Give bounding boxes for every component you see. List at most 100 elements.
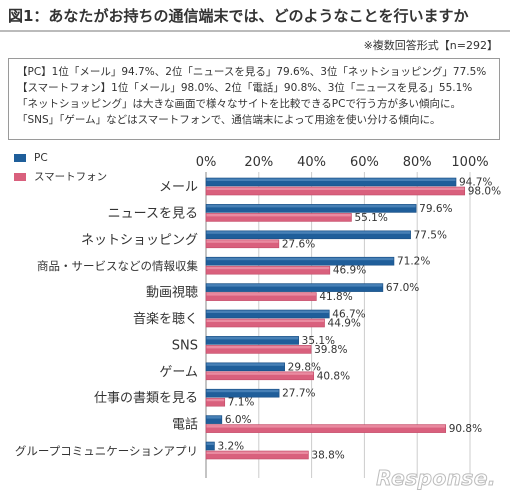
summary-line: 【PC】1位「メール」94.7%、2位「ニュースを見る」79.6%、3位「ネット… — [17, 66, 487, 78]
title-underline — [0, 30, 510, 32]
bar-pc — [205, 336, 299, 345]
bar-smartphone-highlight — [206, 187, 465, 190]
x-tick-label: 40% — [297, 155, 326, 170]
legend-label-smartphone: スマートフォン — [34, 171, 108, 183]
bar-smartphone-highlight — [206, 240, 279, 243]
legend-item-pc: PC — [14, 152, 48, 164]
legend-item-smartphone: スマートフォン — [14, 169, 107, 184]
x-tick-label: 80% — [403, 155, 432, 170]
legend-label-pc: PC — [34, 152, 48, 164]
bar-pc-highlight — [206, 178, 456, 181]
bar-pc — [205, 256, 395, 266]
bar-pc — [205, 283, 384, 292]
summary-line: 「ネットショッピング」は大きな画面で様々なサイトを比較できるPCで行う方が多い傾… — [17, 98, 461, 110]
bar-smartphone — [205, 292, 317, 301]
category-label: ニュースを見る — [108, 206, 198, 221]
category-label: メール — [159, 180, 198, 195]
bar-pc — [205, 177, 457, 187]
bar-smartphone — [205, 265, 331, 275]
category-label: グループコミュニケーションアプリ — [15, 444, 198, 458]
bar-smartphone-value-label: 27.6% — [282, 238, 315, 250]
bar-pc-value-label: 79.6% — [419, 203, 452, 215]
summary-line: 「SNS」「ゲーム」などはスマートフォンで、通信端末によって用途を使い分ける傾向… — [17, 114, 441, 126]
sample-note: ※複数回答形式【n=292】 — [363, 39, 498, 52]
response-logo: Response. — [376, 466, 496, 491]
bar-smartphone — [205, 213, 352, 222]
bar-smartphone-value-label: 41.8% — [319, 291, 352, 303]
bar-pc — [205, 309, 330, 319]
bar-pc — [205, 230, 411, 240]
x-tick-label: 60% — [350, 155, 379, 170]
bar-pc-value-label: 27.7% — [282, 388, 315, 400]
bar-pc-value-label: 71.2% — [397, 256, 430, 268]
bar-pc-value-label: 77.5% — [414, 229, 447, 241]
bar-smartphone-highlight — [206, 372, 314, 375]
bar-smartphone-value-label: 40.8% — [317, 370, 350, 382]
bar-smartphone — [205, 318, 325, 328]
bar-smartphone-value-label: 44.9% — [328, 318, 361, 330]
bar-smartphone-value-label: 98.0% — [468, 186, 501, 198]
bar-pc-highlight — [206, 204, 416, 208]
bar-smartphone-highlight — [206, 293, 316, 296]
bar-pc-value-label: 3.2% — [217, 441, 244, 453]
bar-smartphone-value-label: 90.8% — [449, 423, 482, 435]
bar-pc-highlight — [206, 363, 285, 366]
bar-pc-value-label: 67.0% — [386, 282, 419, 294]
category-label: 仕事の書類を見る — [94, 391, 198, 406]
bar-pc-value-label: 94.7% — [459, 177, 492, 189]
category-label: 商品・サービスなどの情報収集 — [37, 259, 198, 273]
bar-pc-value-label: 35.1% — [302, 335, 335, 347]
x-tick-label: 100% — [451, 155, 488, 170]
legend-swatch-pc — [14, 154, 26, 162]
category-label: ゲーム — [159, 365, 198, 380]
summary-line: 【スマートフォン】1位「メール」98.0%、2位「電話」90.8%、3位「ニュー… — [17, 82, 473, 94]
bar-smartphone-highlight — [206, 345, 311, 349]
bar-smartphone-value-label: 7.1% — [228, 397, 255, 409]
bar-smartphone — [205, 239, 280, 249]
legend-swatch-smartphone — [14, 173, 26, 181]
category-label: ネットショッピング — [81, 233, 198, 248]
bar-smartphone-highlight — [206, 213, 351, 217]
bar-smartphone-value-label: 39.8% — [314, 344, 347, 356]
category-label: 電話 — [172, 417, 198, 433]
bar-pc-highlight — [206, 284, 383, 287]
category-label: 音楽を聴く — [133, 311, 198, 327]
bar-pc — [205, 362, 285, 372]
bar-smartphone-value-label: 46.9% — [333, 265, 366, 277]
bar-smartphone-highlight — [206, 319, 325, 322]
bar-smartphone-highlight — [206, 425, 446, 428]
bar-pc-highlight — [206, 442, 214, 445]
x-tick-label: 0% — [196, 155, 217, 170]
bar-pc — [205, 204, 417, 213]
category-label: SNS — [172, 338, 198, 353]
title-bar: 図1：あなたがお持ちの通信端末では、どのようなことを行いますか — [0, 0, 510, 30]
bar-pc-highlight — [206, 336, 299, 340]
bar-smartphone-value-label: 55.1% — [354, 212, 387, 224]
bar-pc-highlight — [206, 310, 329, 313]
bar-smartphone-highlight — [206, 266, 330, 270]
bar-pc-value-label: 6.0% — [225, 414, 252, 426]
bar-smartphone — [205, 345, 312, 354]
bar-pc-highlight — [206, 257, 394, 261]
bar-smartphone-highlight — [206, 451, 308, 454]
chart-title: 図1：あなたがお持ちの通信端末では、どのようなことを行いますか — [8, 7, 469, 25]
bar-pc-highlight — [206, 416, 222, 419]
bar-smartphone — [205, 371, 315, 381]
bar-pc — [205, 388, 280, 398]
bar-smartphone-value-label: 38.8% — [311, 450, 344, 462]
bar-smartphone — [205, 186, 466, 196]
bar-pc — [205, 415, 223, 424]
bar-pc-value-label: 29.8% — [288, 361, 321, 373]
category-label: 動画視聴 — [146, 286, 198, 301]
bar-pc-highlight — [206, 389, 279, 393]
bar-pc-value-label: 46.7% — [332, 309, 365, 321]
bar-smartphone — [205, 424, 447, 433]
bar-smartphone — [205, 397, 226, 407]
bar-pc — [205, 441, 215, 451]
bar-pc-highlight — [206, 231, 411, 234]
x-tick-label: 20% — [244, 155, 273, 170]
bar-smartphone — [205, 450, 309, 460]
summary-box: 【PC】1位「メール」94.7%、2位「ニュースを見る」79.6%、3位「ネット… — [8, 58, 500, 140]
